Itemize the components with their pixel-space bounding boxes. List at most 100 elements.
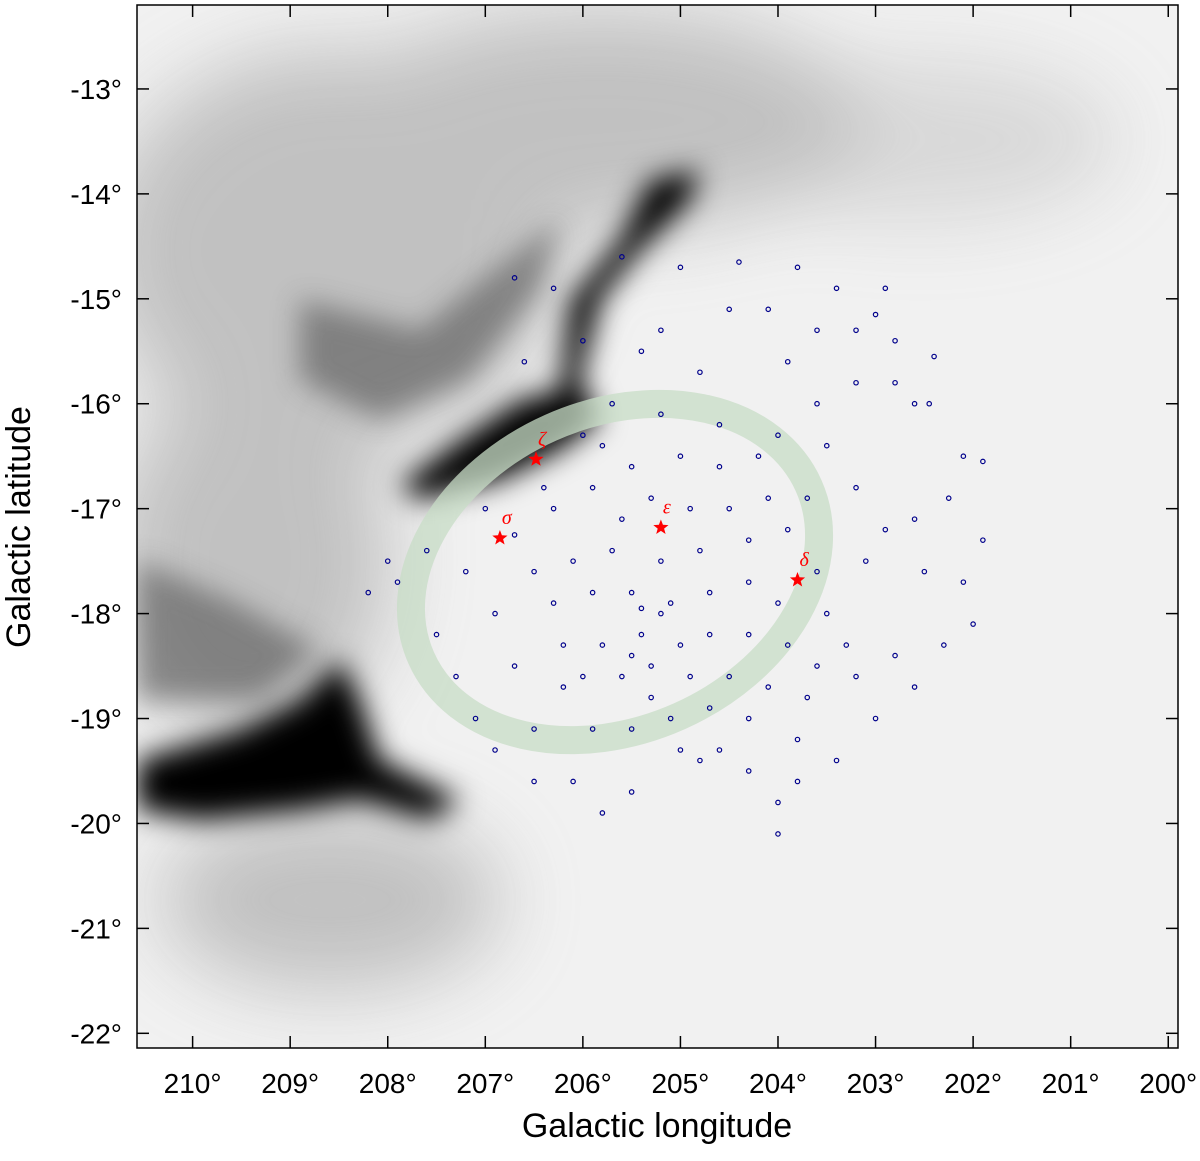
y-tick-label: -18° xyxy=(70,599,122,630)
point xyxy=(794,736,801,743)
point xyxy=(882,526,889,533)
point xyxy=(521,358,528,365)
point xyxy=(784,526,791,533)
point xyxy=(697,369,703,376)
point xyxy=(892,337,898,344)
point xyxy=(677,642,684,648)
point xyxy=(794,264,801,271)
point xyxy=(541,484,547,491)
point xyxy=(736,259,742,265)
point xyxy=(911,684,918,690)
point xyxy=(531,778,537,785)
point xyxy=(599,810,606,816)
y-tick-label: -15° xyxy=(70,284,122,315)
point xyxy=(648,495,654,501)
point xyxy=(550,505,557,512)
point xyxy=(706,705,713,711)
point xyxy=(716,421,723,428)
point xyxy=(658,558,664,564)
point xyxy=(926,400,933,407)
point xyxy=(492,747,498,753)
point xyxy=(648,663,654,669)
point xyxy=(745,579,752,585)
point xyxy=(628,789,635,795)
y-axis-label: Galactic latitude xyxy=(0,406,38,648)
point xyxy=(511,663,518,669)
point xyxy=(619,673,625,680)
point xyxy=(619,254,625,260)
star-marker xyxy=(492,530,508,545)
point xyxy=(745,537,752,543)
point xyxy=(970,621,976,627)
point xyxy=(482,505,489,512)
point xyxy=(394,579,401,585)
y-tick-label: -13° xyxy=(70,74,122,105)
point xyxy=(784,358,791,365)
point xyxy=(609,400,615,407)
point xyxy=(775,831,781,837)
star-label: ζ xyxy=(538,428,548,450)
point xyxy=(687,505,693,512)
point xyxy=(677,264,684,271)
point xyxy=(589,484,596,491)
x-tick-label: 207° xyxy=(456,1068,514,1099)
x-tick-label: 201° xyxy=(1042,1068,1100,1099)
point xyxy=(658,327,664,334)
point xyxy=(833,285,840,292)
point xyxy=(638,605,645,612)
point xyxy=(853,484,859,491)
point xyxy=(833,757,840,764)
point xyxy=(814,568,820,575)
point xyxy=(453,673,459,680)
point xyxy=(423,547,430,554)
y-tick-label: -22° xyxy=(70,1018,122,1049)
point xyxy=(492,610,498,617)
point xyxy=(706,631,713,638)
y-tick-label: -21° xyxy=(70,913,122,944)
point xyxy=(677,453,684,459)
point xyxy=(716,747,723,753)
star-label: ε xyxy=(663,497,671,519)
point xyxy=(765,684,772,690)
point xyxy=(589,726,596,732)
point xyxy=(472,715,479,722)
x-tick-label: 204° xyxy=(749,1068,807,1099)
point xyxy=(658,610,664,617)
point xyxy=(980,458,986,465)
point xyxy=(921,568,928,575)
point xyxy=(945,495,952,501)
y-tick-label: -20° xyxy=(70,808,122,839)
point xyxy=(794,778,801,785)
x-axis-label: Galactic longitude xyxy=(522,1107,792,1145)
point xyxy=(892,379,898,386)
point xyxy=(550,600,557,606)
point xyxy=(462,568,469,575)
point xyxy=(365,589,372,596)
point xyxy=(628,463,635,470)
point xyxy=(628,652,635,659)
point xyxy=(716,463,723,470)
point xyxy=(911,400,918,407)
point xyxy=(931,353,937,360)
point xyxy=(745,768,752,774)
y-tick-label: -14° xyxy=(70,179,122,210)
point xyxy=(687,673,693,680)
point xyxy=(638,631,645,638)
point xyxy=(814,327,820,334)
point xyxy=(784,642,791,648)
star-marker xyxy=(789,572,806,587)
point xyxy=(726,673,733,680)
point xyxy=(745,715,752,722)
x-tick-label: 200° xyxy=(1139,1068,1197,1099)
point xyxy=(560,642,567,648)
point xyxy=(706,589,713,596)
point xyxy=(941,642,947,648)
point xyxy=(560,684,567,690)
point xyxy=(511,532,518,538)
x-tick-label: 202° xyxy=(944,1068,1002,1099)
point xyxy=(980,537,986,543)
marks: σ ζ ε δ xyxy=(365,254,986,837)
point xyxy=(531,726,537,732)
x-tick-label: 206° xyxy=(554,1068,612,1099)
